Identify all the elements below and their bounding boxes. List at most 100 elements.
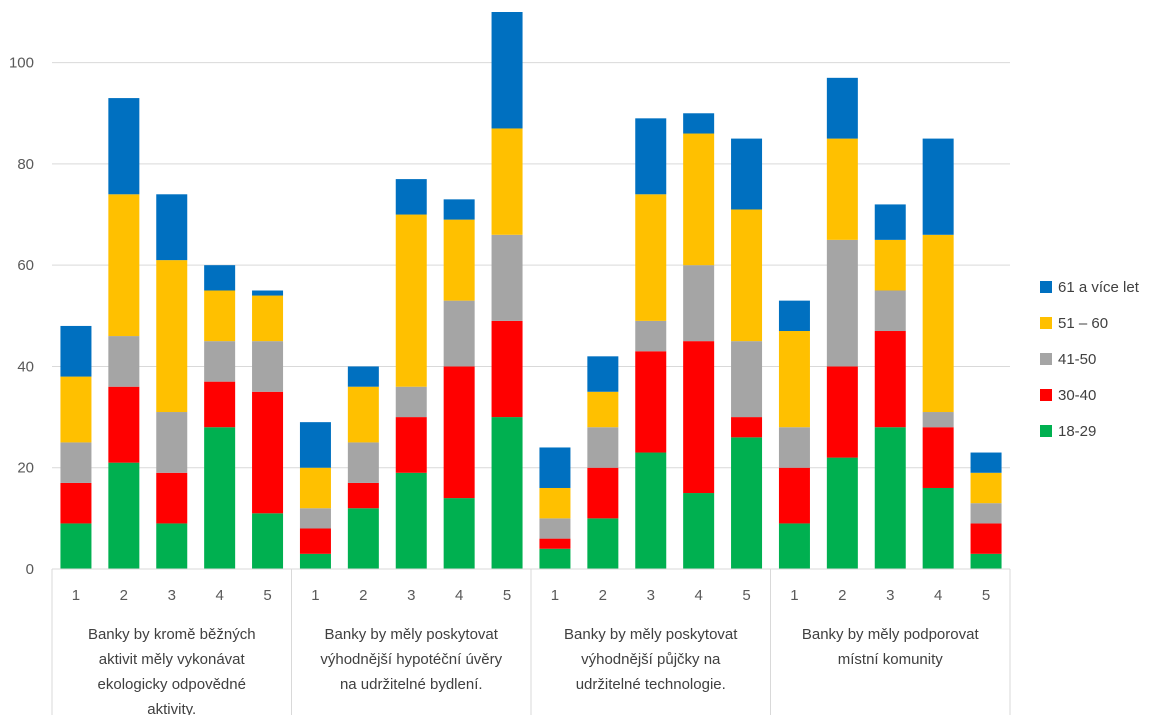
bar-segment (635, 194, 667, 321)
bar-segment (347, 386, 379, 443)
x-tick-label: 1 (551, 587, 559, 604)
bar-segment (922, 427, 954, 488)
bars (60, 12, 1002, 569)
bar-segment (299, 467, 331, 509)
bar-segment (395, 417, 427, 473)
bar-segment (587, 518, 619, 569)
x-tick-label: 3 (647, 587, 655, 604)
bar-segment (252, 341, 284, 392)
bar-segment (826, 366, 858, 458)
legend: 61 a více let 51 – 60 41-50 30-40 18-29 (1040, 279, 1140, 440)
bar-segment (778, 467, 810, 524)
bar-segment (683, 265, 715, 342)
bar-segment (970, 523, 1002, 554)
y-tick-label: 0 (26, 561, 34, 578)
bar-segment (635, 118, 667, 195)
bar-segment (922, 138, 954, 235)
bar-segment (778, 331, 810, 428)
bar-segment (60, 376, 92, 443)
x-tick-label: 5 (503, 587, 511, 604)
bar-segment (108, 386, 140, 463)
x-tick-label: 1 (790, 587, 798, 604)
bar-segment (60, 325, 92, 377)
legend-label: 61 a více let (1058, 279, 1140, 296)
bar-segment (443, 366, 475, 499)
bar-segment (683, 493, 715, 569)
bar-segment (539, 447, 571, 488)
bar-segment (395, 386, 427, 418)
bar-segment (443, 300, 475, 367)
y-tick-label: 60 (17, 257, 34, 274)
bar-segment (826, 77, 858, 139)
bar-segment (683, 113, 715, 134)
bar-segment (347, 508, 379, 569)
x-tick-label: 5 (982, 587, 990, 604)
bar-segment (156, 260, 188, 413)
bar-segment (395, 472, 427, 569)
bar-segment (395, 214, 427, 387)
y-tick-label: 40 (17, 358, 34, 375)
group-label: Banky by měly podporovat (802, 626, 980, 643)
bar-segment (204, 290, 236, 342)
bar-segment (778, 523, 810, 569)
group-label: výhodnější hypotéční úvěry (320, 651, 502, 668)
group-label: udržitelné technologie. (576, 676, 726, 693)
x-tick-label: 2 (838, 587, 846, 604)
bar-segment (635, 320, 667, 352)
legend-label: 18-29 (1058, 423, 1096, 440)
bar-segment (443, 498, 475, 569)
bar-segment (204, 427, 236, 569)
bar-segment (874, 427, 906, 569)
bar-segment (731, 437, 763, 569)
group-label: aktivit měly vykonávat (99, 651, 246, 668)
x-tick-label: 1 (72, 587, 80, 604)
bar-segment (826, 138, 858, 240)
x-tick-label: 2 (120, 587, 128, 604)
bar-segment (826, 457, 858, 569)
y-tick-label: 20 (17, 460, 34, 477)
bar-segment (587, 391, 619, 428)
y-tick-label: 100 (9, 55, 34, 72)
bar-segment (60, 442, 92, 483)
bar-segment (252, 513, 284, 569)
bar-segment (731, 138, 763, 210)
bar-segment (731, 341, 763, 418)
bar-segment (443, 199, 475, 220)
bar-segment (347, 366, 379, 387)
bar-segment (252, 290, 284, 296)
x-tick-label: 5 (263, 587, 271, 604)
bar-segment (60, 523, 92, 569)
bar-segment (874, 204, 906, 240)
legend-swatch (1040, 281, 1052, 293)
bar-segment (491, 12, 523, 129)
bar-segment (778, 427, 810, 468)
legend-label: 51 – 60 (1058, 315, 1108, 332)
group-label: výhodnější půjčky na (581, 651, 721, 668)
bar-segment (252, 295, 284, 342)
group-label: na udržitelné bydlení. (340, 676, 483, 693)
bar-segment (108, 98, 140, 195)
group-label: aktivity. (147, 701, 196, 715)
x-tick-label: 2 (599, 587, 607, 604)
bar-segment (970, 503, 1002, 524)
bar-segment (204, 265, 236, 291)
bar-segment (635, 452, 667, 569)
bar-segment (635, 351, 667, 453)
y-axis: 0 20 40 60 80 100 (9, 55, 34, 578)
bar-segment (539, 538, 571, 549)
bar-segment (491, 417, 523, 569)
bar-segment (491, 234, 523, 321)
legend-label: 30-40 (1058, 387, 1096, 404)
gridlines (52, 62, 1010, 469)
bar-segment (539, 548, 571, 569)
bar-segment (874, 290, 906, 332)
y-tick-label: 80 (17, 156, 34, 173)
bar-segment (443, 219, 475, 301)
bar-segment (299, 422, 331, 468)
bar-segment (108, 462, 140, 569)
x-tick-label: 4 (215, 587, 223, 604)
bar-segment (731, 209, 763, 342)
legend-swatch (1040, 353, 1052, 365)
x-tick-label: 4 (455, 587, 463, 604)
group-label: ekologicky odpovědné (98, 676, 246, 693)
